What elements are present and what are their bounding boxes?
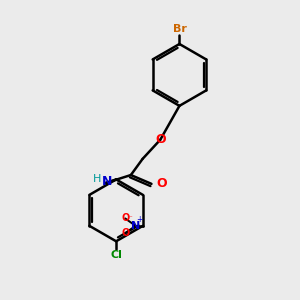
Text: N: N bbox=[131, 221, 140, 231]
Text: O: O bbox=[155, 133, 166, 146]
Text: N: N bbox=[102, 175, 112, 188]
Text: H: H bbox=[93, 174, 101, 184]
Text: ⁻: ⁻ bbox=[128, 215, 132, 221]
Text: O: O bbox=[121, 214, 129, 224]
Text: O: O bbox=[157, 177, 167, 190]
Text: O: O bbox=[121, 228, 129, 238]
Text: Cl: Cl bbox=[110, 250, 122, 260]
Text: Br: Br bbox=[172, 24, 186, 34]
Text: +: + bbox=[136, 215, 142, 224]
